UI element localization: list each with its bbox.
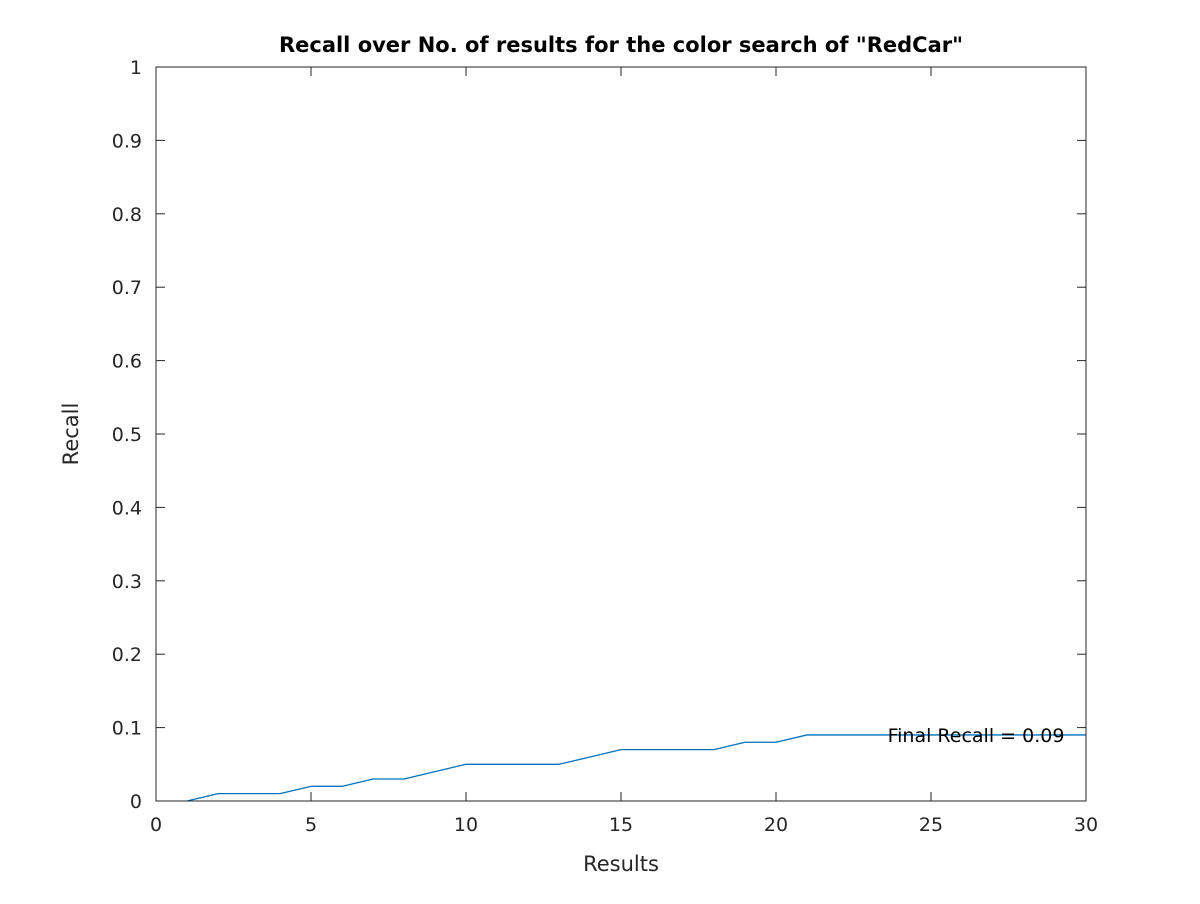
annotations: Final Recall = 0.09 [888,725,1065,747]
series-line-recall [186,734,1086,802]
series-layer [186,734,1086,802]
y-tick-label: 0 [130,791,142,813]
y-tick-label: 0.4 [112,497,142,519]
y-tick-label: 0.9 [112,130,142,152]
y-tick-label: 0.3 [112,571,142,593]
x-tick-label: 15 [609,814,633,836]
x-tick-labels: 0 5 10 15 20 25 30 [150,814,1098,836]
y-tick-label: 1 [130,57,142,79]
x-tick-label: 30 [1074,814,1098,836]
y-tick-label: 0.6 [112,351,142,373]
y-tick-label: 0.7 [112,277,142,299]
x-axis-label: Results [583,852,659,876]
x-tick-label: 0 [150,814,162,836]
x-tick-label: 5 [305,814,317,836]
final-recall-annotation: Final Recall = 0.09 [888,725,1065,747]
plot-area [156,67,1086,801]
y-tick-label: 0.1 [112,718,142,740]
x-tick-label: 10 [454,814,478,836]
y-tick-label: 0.8 [112,204,142,226]
chart-title: Recall over No. of results for the color… [279,33,963,57]
y-tick-labels: 0 0.1 0.2 0.3 0.4 0.5 0.6 0.7 0.8 0.9 1 [112,57,142,813]
y-axis-label: Recall [59,403,83,466]
axes-box [155,66,1087,802]
x-tick-label: 25 [919,814,943,836]
y-tick-label: 0.2 [112,644,142,666]
y-tick-label: 0.5 [112,424,142,446]
x-tick-label: 20 [764,814,788,836]
